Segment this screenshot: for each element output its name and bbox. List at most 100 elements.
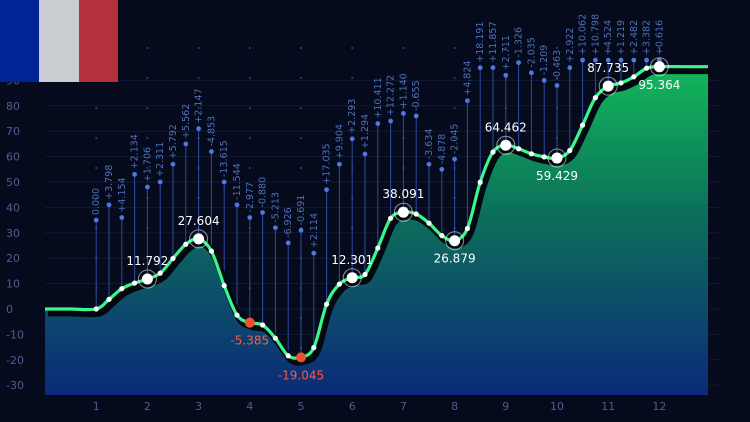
point-halo — [393, 202, 413, 222]
point-value-label: -5.385 — [230, 334, 269, 348]
delta-marker — [541, 78, 547, 83]
delta-label: -4.853 — [206, 116, 217, 147]
grid-dot — [146, 107, 149, 109]
grid-dot — [248, 47, 251, 49]
grid-dot — [248, 137, 251, 139]
series-line-shadow — [48, 67, 711, 366]
delta-label: +10.798 — [590, 14, 601, 55]
x-tick-label: 2 — [144, 400, 151, 413]
minor-point — [580, 122, 586, 128]
x-tick-label: 8 — [451, 400, 458, 413]
delta-label: -0.655 — [411, 80, 422, 111]
delta-label: -0.463 — [552, 50, 563, 81]
delta-marker — [529, 70, 534, 76]
minor-point — [119, 286, 125, 292]
delta-marker — [196, 126, 202, 132]
minor-point — [388, 215, 394, 221]
grid-dot — [146, 167, 149, 169]
minor-point — [106, 296, 112, 302]
grid-dot — [300, 77, 302, 79]
delta-label: -4.878 — [437, 134, 448, 165]
major-point — [500, 139, 512, 151]
delta-marker — [221, 179, 227, 185]
delta-label: +1.706 — [142, 147, 153, 182]
y-tick-label: 40 — [6, 201, 20, 214]
grid-dot — [300, 167, 302, 169]
x-tick-label: 10 — [550, 400, 564, 413]
area-fill — [45, 66, 708, 395]
x-tick-label: 3 — [195, 400, 202, 413]
delta-stems: 0.000+3.798 +4.154+2.134 +1.706 +2.311+5.79… — [91, 14, 665, 358]
delta-marker — [554, 83, 560, 88]
minor-point — [311, 345, 317, 351]
delta-label: +2.293 — [347, 99, 358, 134]
delta-label: +5.792 — [168, 124, 179, 159]
delta-label: +3.382 — [642, 20, 653, 55]
area-fill-path — [45, 66, 708, 395]
point-value-label: 26.879 — [434, 252, 476, 266]
grid-dot — [248, 77, 251, 79]
point-halo — [445, 231, 465, 251]
delta-marker — [605, 57, 611, 63]
minor-point — [464, 225, 470, 232]
grid-dot — [504, 47, 507, 49]
delta-marker — [337, 161, 342, 167]
minor-point — [541, 154, 547, 160]
minor-point — [221, 283, 227, 289]
delta-label: +3.798 — [104, 165, 115, 200]
grid-dot — [95, 167, 98, 169]
delta-marker — [170, 161, 176, 167]
point-value-label: 11.792 — [126, 254, 168, 268]
minor-point — [490, 149, 496, 155]
minor-point — [567, 147, 573, 154]
x-tick-label: 4 — [246, 400, 253, 413]
grid-dot — [95, 137, 98, 139]
point-value-label: 59.429 — [536, 169, 578, 183]
minor-point — [477, 179, 483, 185]
grid-dot — [402, 47, 405, 49]
flag-stripe-white — [39, 0, 79, 82]
minor-point — [234, 312, 240, 318]
point-halo — [342, 268, 362, 288]
delta-marker — [439, 166, 445, 172]
point-value-label: 38.091 — [382, 187, 424, 201]
grid-dot — [146, 137, 149, 139]
delta-marker — [388, 118, 393, 124]
delta-marker — [465, 98, 470, 104]
delta-label: -2.045 — [450, 124, 461, 155]
grid-dot — [248, 107, 251, 109]
delta-marker — [580, 57, 585, 63]
y-tick-label: 10 — [6, 278, 20, 291]
delta-label: +2.311 — [155, 142, 166, 177]
delta-marker — [657, 57, 662, 63]
x-tick-label: 6 — [349, 400, 356, 413]
delta-label: +4.524 — [603, 20, 614, 55]
point-halo — [598, 76, 618, 96]
y-tick-label: 60 — [6, 151, 20, 164]
delta-label: -2.035 — [526, 37, 537, 68]
delta-marker — [106, 202, 112, 208]
grid-dot — [197, 47, 200, 49]
grid-dot — [300, 107, 302, 109]
y-tick-label: 80 — [6, 100, 20, 113]
minor-point — [618, 80, 624, 86]
delta-label: +1.219 — [616, 20, 627, 55]
delta-marker — [119, 215, 125, 220]
delta-label: -0.880 — [258, 177, 269, 208]
delta-marker — [375, 121, 381, 126]
delta-label: +2.922 — [565, 28, 576, 63]
grid-dot — [351, 47, 354, 49]
delta-marker — [631, 57, 637, 63]
delta-label: +4.154 — [117, 177, 128, 212]
delta-marker — [183, 141, 189, 147]
point-value-label: -19.045 — [278, 368, 324, 382]
point-halo — [496, 135, 516, 155]
y-tick-label: 50 — [6, 176, 20, 189]
delta-label: +0.616 — [654, 20, 665, 55]
delta-marker — [247, 215, 253, 220]
y-tick-label: -10 — [6, 328, 24, 341]
delta-marker — [362, 151, 368, 157]
grid-dot — [453, 77, 456, 79]
minor-point — [324, 301, 330, 307]
